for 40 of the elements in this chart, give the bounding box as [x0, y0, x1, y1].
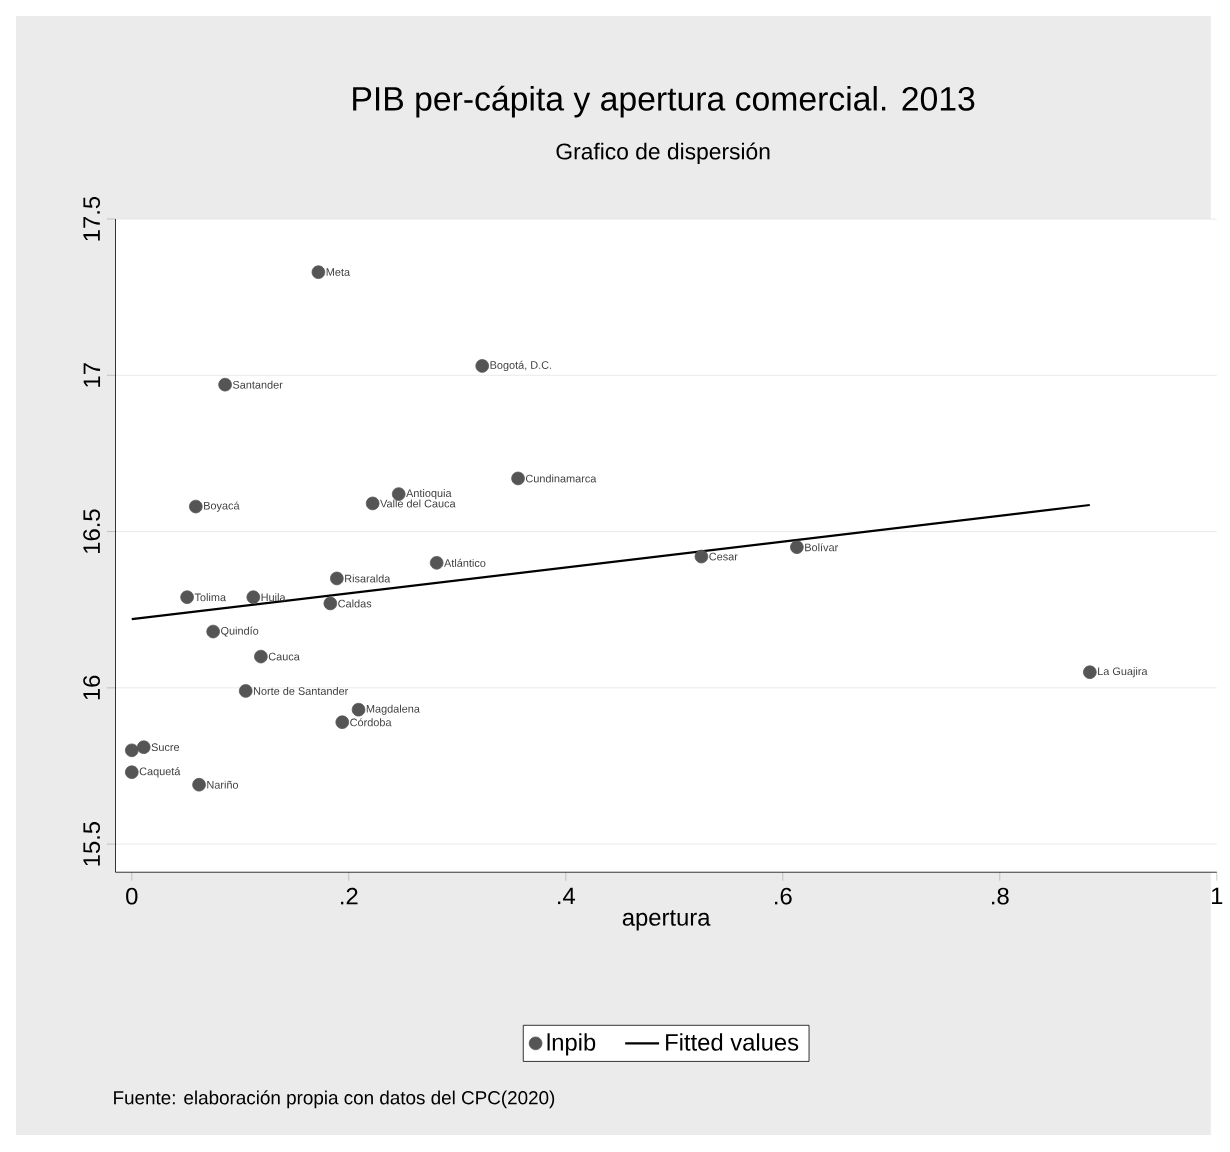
- point: [790, 540, 804, 555]
- point: [192, 778, 206, 792]
- point: [694, 550, 709, 564]
- legend-label: Fitted values: [666, 1033, 799, 1052]
- point: [189, 500, 203, 514]
- point: [218, 378, 232, 392]
- point: [125, 765, 139, 780]
- chart-title: PIB per-cápita y apertura comercial. 2013: [353, 86, 975, 118]
- point: [330, 572, 344, 586]
- x-tick-label: .4: [558, 888, 576, 905]
- point: [254, 650, 268, 664]
- point: [351, 703, 366, 717]
- x-tick-label: .8: [992, 888, 1009, 906]
- x-tick-label: 0: [126, 888, 138, 906]
- point: [136, 740, 151, 755]
- point: [125, 744, 139, 758]
- point: [238, 684, 253, 699]
- x-tick-label: .6: [775, 888, 792, 906]
- point: [475, 359, 490, 374]
- point: [429, 556, 444, 571]
- source-note: Fuente: elaboración propia con datos del CPC(2020): [114, 1090, 555, 1109]
- point: [511, 472, 525, 486]
- y-tick-label: 17: [83, 363, 101, 388]
- point: [365, 497, 380, 511]
- point: [1083, 665, 1097, 680]
- point: [335, 715, 350, 730]
- point: [323, 597, 338, 611]
- point: [311, 265, 326, 280]
- x-tick-label: .2: [341, 888, 358, 905]
- x-tick-label: 1: [1211, 888, 1223, 905]
- y-tick-label: 16: [83, 676, 101, 700]
- x-axis-title: apertura: [622, 910, 711, 932]
- y-tick-label: 15.5: [83, 822, 101, 866]
- y-tick-label: 17.5: [83, 197, 101, 241]
- point: [246, 590, 261, 605]
- y-tick-label: 16.5: [83, 509, 101, 554]
- point: [206, 625, 220, 639]
- point: [180, 590, 194, 605]
- legend-label: lnpib: [547, 1033, 596, 1056]
- chart-subtitle: Grafico de dispersión: [556, 143, 770, 165]
